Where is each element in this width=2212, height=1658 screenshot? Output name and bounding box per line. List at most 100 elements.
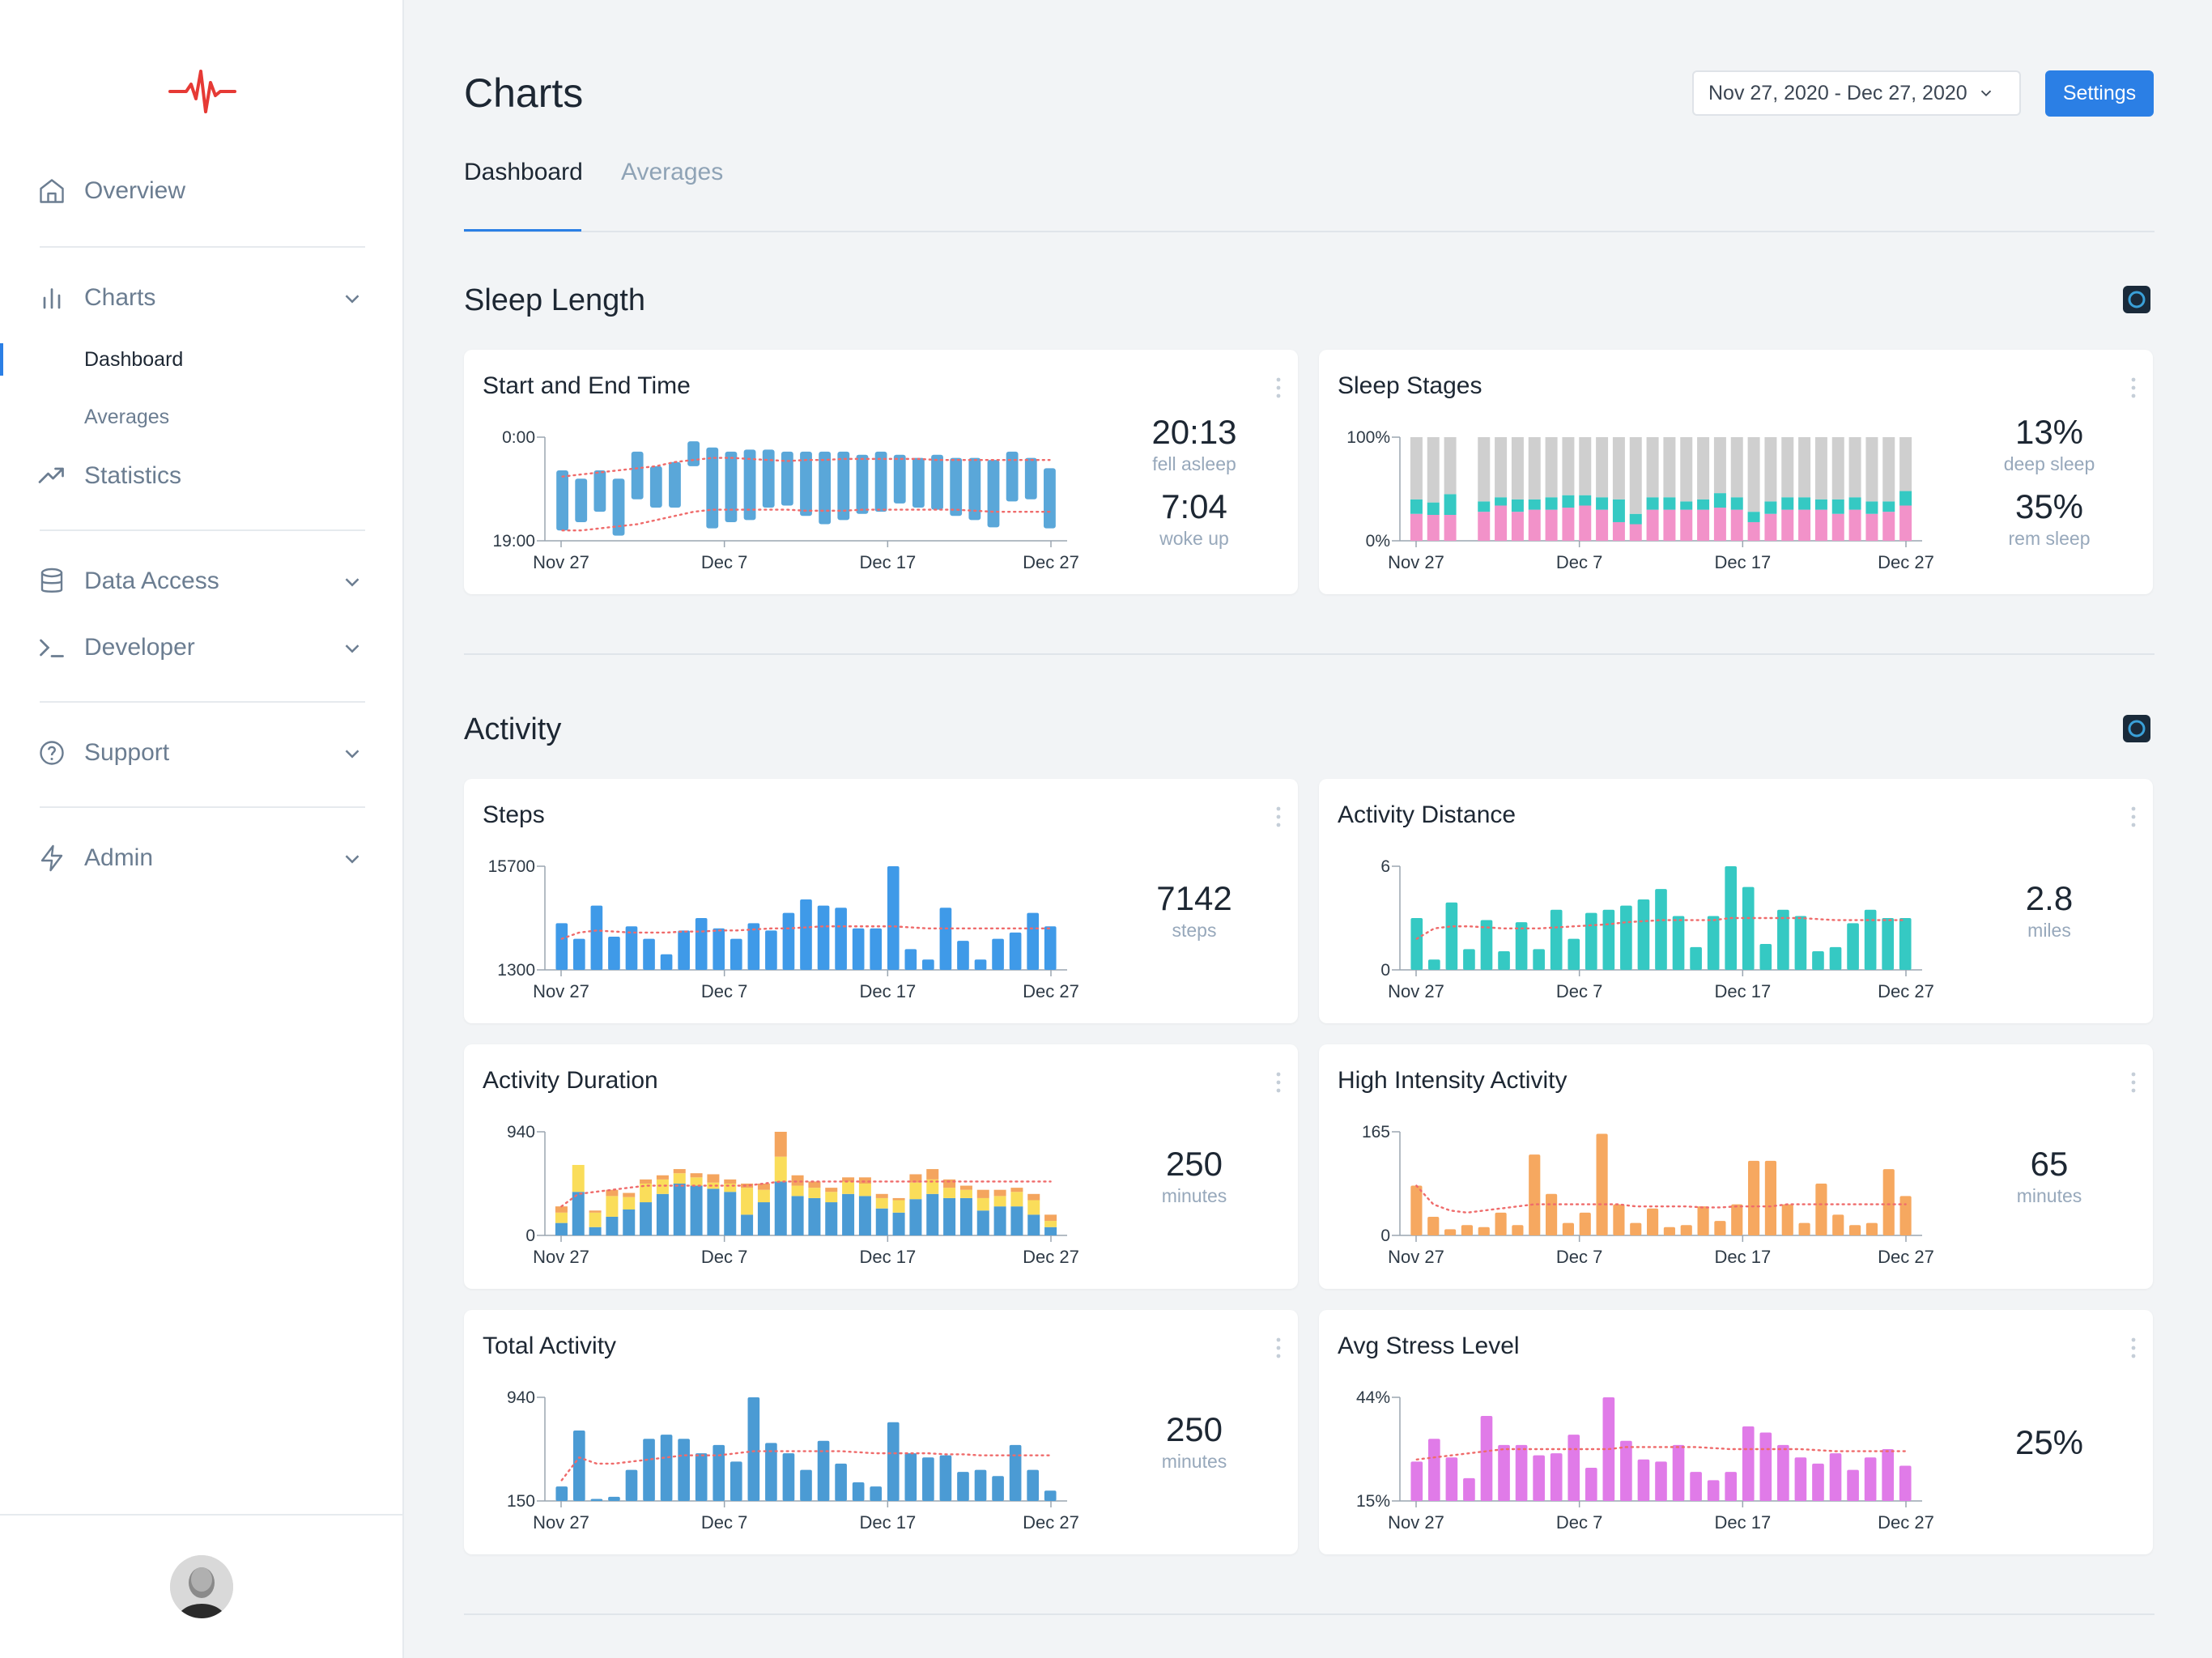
bar-segment-vigorous bbox=[707, 1174, 720, 1183]
bar bbox=[590, 1499, 603, 1501]
bar-segment-vigorous bbox=[589, 1210, 602, 1213]
x-tick-label: Dec 7 bbox=[1556, 1247, 1602, 1267]
sidebar-item-data-access[interactable]: Data Access bbox=[37, 567, 219, 596]
bar bbox=[992, 938, 1004, 970]
bar bbox=[800, 1469, 812, 1501]
avatar[interactable] bbox=[170, 1555, 233, 1618]
chevron-down-icon[interactable] bbox=[340, 570, 364, 594]
chevron-down-icon[interactable] bbox=[340, 636, 364, 661]
bar-segment-rem bbox=[1663, 509, 1676, 541]
sidebar-subitem-averages[interactable]: Averages bbox=[84, 406, 170, 428]
bar-segment-low bbox=[555, 1222, 568, 1235]
trend-line bbox=[1415, 916, 1907, 940]
x-tick-label: Dec 27 bbox=[1878, 1247, 1934, 1267]
bar-segment-low bbox=[623, 1209, 636, 1235]
refresh-app-icon[interactable] bbox=[2123, 715, 2150, 742]
sidebar-divider bbox=[0, 1514, 404, 1516]
bar bbox=[1568, 1435, 1580, 1501]
more-vertical-icon[interactable] bbox=[1274, 1336, 1283, 1360]
tab-averages[interactable]: Averages bbox=[621, 159, 724, 185]
tab-dashboard[interactable]: Dashboard bbox=[464, 159, 583, 185]
chevron-down-icon[interactable] bbox=[340, 742, 364, 766]
card-high-intensity-activity: High Intensity Activity 165 0 Nov 27 Dec 7 D… bbox=[1319, 1044, 2153, 1289]
sidebar-item-label: Developer bbox=[84, 634, 195, 661]
bar bbox=[1427, 1216, 1440, 1235]
sidebar-subitem-dashboard[interactable]: Dashboard bbox=[84, 348, 184, 371]
sidebar-item-overview[interactable]: Overview bbox=[37, 176, 185, 206]
more-vertical-icon[interactable] bbox=[1274, 805, 1283, 829]
bar-segment-light bbox=[1764, 437, 1777, 502]
bar-segment-moderate bbox=[892, 1200, 905, 1213]
stat-stress-value: 25% bbox=[2014, 1423, 2084, 1461]
bar-segment-rem bbox=[1680, 509, 1693, 541]
stat-deep-sleep-label: deep sleep bbox=[2003, 453, 2095, 474]
bar-segment-vigorous bbox=[724, 1179, 737, 1184]
chevron-down-icon[interactable] bbox=[340, 847, 364, 871]
bar bbox=[1512, 1225, 1524, 1235]
y-tick-label: 1300 bbox=[497, 961, 535, 980]
bar bbox=[1027, 912, 1039, 970]
sleep-range-bar bbox=[612, 478, 625, 536]
bar-segment-rem bbox=[1495, 505, 1508, 541]
settings-button[interactable]: Settings bbox=[2045, 70, 2154, 117]
trend-line bbox=[560, 1180, 1052, 1208]
more-vertical-icon[interactable] bbox=[1274, 1070, 1283, 1095]
bar bbox=[1899, 1465, 1912, 1501]
bar bbox=[1690, 946, 1702, 970]
bar bbox=[1585, 1468, 1597, 1501]
bar-segment-rem bbox=[1848, 509, 1861, 541]
bar-segment-light bbox=[1596, 437, 1609, 498]
bar bbox=[974, 959, 987, 970]
bar-segment-low bbox=[842, 1193, 855, 1235]
bar-segment-light bbox=[1831, 437, 1844, 500]
bar-segment-low bbox=[774, 1181, 787, 1235]
bar bbox=[1759, 1432, 1772, 1501]
y-tick-label: 150 bbox=[507, 1492, 535, 1511]
bar bbox=[678, 930, 690, 970]
bar-segment-low bbox=[892, 1212, 905, 1235]
bar-segment-light bbox=[1410, 437, 1423, 500]
more-vertical-icon[interactable] bbox=[1274, 376, 1283, 400]
x-tick-label: Dec 27 bbox=[1878, 981, 1934, 1001]
bar bbox=[1882, 1449, 1894, 1501]
more-vertical-icon[interactable] bbox=[2129, 805, 2138, 829]
sleep-range-bar bbox=[931, 454, 943, 510]
trending-up-icon bbox=[38, 467, 64, 483]
more-vertical-icon[interactable] bbox=[2129, 1336, 2138, 1360]
date-range-picker[interactable]: Nov 27, 2020 - Dec 27, 2020 bbox=[1692, 70, 2021, 116]
bar bbox=[1812, 950, 1824, 970]
bar bbox=[643, 938, 655, 970]
sidebar-item-support[interactable]: Support bbox=[37, 738, 169, 767]
bar-segment-moderate bbox=[959, 1189, 972, 1198]
sleep-range-bar bbox=[1044, 468, 1056, 529]
refresh-app-icon[interactable] bbox=[2123, 286, 2150, 313]
sidebar-divider bbox=[40, 806, 365, 808]
bar bbox=[1882, 1169, 1895, 1235]
tab-active-underline bbox=[464, 229, 581, 232]
chevron-down-icon[interactable] bbox=[340, 287, 364, 311]
bar bbox=[922, 959, 934, 970]
x-tick-label: Dec 7 bbox=[701, 552, 747, 572]
sidebar-item-admin[interactable]: Admin bbox=[37, 844, 153, 873]
stat-distance-label: miles bbox=[2027, 920, 2071, 941]
bar-segment-low bbox=[976, 1210, 989, 1235]
sidebar-item-charts[interactable]: Charts bbox=[37, 283, 155, 312]
more-vertical-icon[interactable] bbox=[2129, 376, 2138, 400]
bar-segment-low bbox=[943, 1197, 956, 1235]
sleep-range-bar bbox=[706, 447, 719, 529]
x-tick-label: Dec 27 bbox=[1023, 552, 1079, 572]
bar-segment-rem bbox=[1579, 505, 1592, 541]
sidebar-item-developer[interactable]: Developer bbox=[37, 633, 195, 662]
x-tick-label: Dec 7 bbox=[701, 1247, 747, 1267]
bar-segment-light bbox=[1495, 437, 1508, 498]
heartbeat-logo-icon[interactable] bbox=[168, 66, 236, 117]
bar bbox=[713, 1444, 725, 1501]
stat-high-intensity-label: minutes bbox=[2016, 1185, 2082, 1206]
bar bbox=[817, 1440, 830, 1501]
bar bbox=[1764, 1160, 1776, 1235]
sidebar-item-statistics[interactable]: Statistics bbox=[37, 461, 181, 491]
bar-segment-deep bbox=[1511, 499, 1524, 512]
more-vertical-icon[interactable] bbox=[2129, 1070, 2138, 1095]
